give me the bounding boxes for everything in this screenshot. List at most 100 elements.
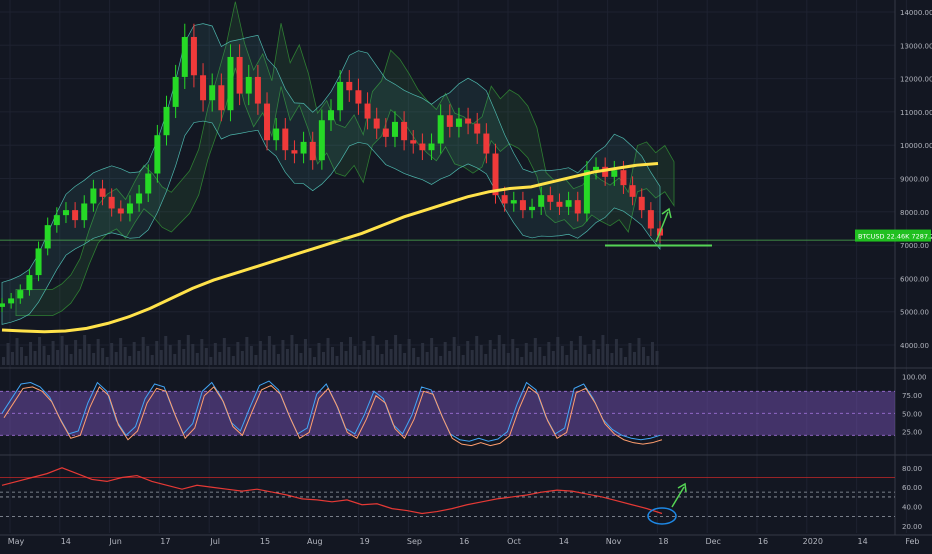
volume-bar xyxy=(407,339,411,365)
volume-bar xyxy=(646,356,650,365)
candle xyxy=(81,203,88,221)
candle xyxy=(510,200,517,204)
volume-bar xyxy=(587,354,591,365)
volume-bar xyxy=(191,344,195,365)
volume-bar xyxy=(200,339,204,365)
candle xyxy=(346,81,353,91)
volume-bar xyxy=(168,345,172,365)
candle xyxy=(529,206,536,211)
volume-bar xyxy=(312,357,316,365)
volume-bar xyxy=(574,350,578,365)
volume-bar xyxy=(294,344,298,365)
candle xyxy=(273,128,280,141)
x-tick-label: Feb xyxy=(905,537,919,546)
candle xyxy=(136,193,143,204)
candle xyxy=(145,173,152,194)
volume-bar xyxy=(560,346,564,365)
volume-bar xyxy=(601,335,605,365)
candle xyxy=(574,200,581,214)
candle xyxy=(0,303,5,307)
price-tick-label: 11000.00 xyxy=(900,109,932,117)
volume-bar xyxy=(177,340,181,365)
candle xyxy=(72,210,79,221)
candle xyxy=(62,210,69,216)
volume-bar xyxy=(204,348,208,365)
price-tick-label: 12000.00 xyxy=(900,76,932,84)
candle xyxy=(53,215,60,226)
candle xyxy=(492,153,499,196)
volume-bar xyxy=(150,355,154,365)
price-tick-label: 8000.00 xyxy=(900,209,929,217)
candle xyxy=(446,115,453,127)
volume-bar xyxy=(628,343,632,365)
volume-bar xyxy=(96,339,100,365)
x-tick-label: 15 xyxy=(260,537,270,546)
candle xyxy=(501,195,508,204)
x-tick-label: Jun xyxy=(108,537,122,546)
volume-bar xyxy=(394,335,398,365)
volume-bar xyxy=(389,349,393,365)
volume-bar xyxy=(583,345,587,365)
volume-bar xyxy=(83,335,87,365)
volume-bar xyxy=(20,347,24,365)
volume-bar xyxy=(362,341,366,365)
volume-bar xyxy=(164,336,168,365)
volume-bar xyxy=(641,347,645,365)
price-tick-label: 14000.00 xyxy=(900,9,932,17)
volume-bar xyxy=(326,338,330,365)
volume-bar xyxy=(258,341,262,365)
volume-bar xyxy=(493,349,497,365)
volume-bar xyxy=(65,345,69,365)
volume-bar xyxy=(47,355,51,365)
grid-lines xyxy=(0,0,932,536)
volume-bar xyxy=(74,340,78,365)
stochastic-pane xyxy=(0,380,895,447)
volume-bar xyxy=(2,357,5,365)
candle xyxy=(300,141,307,154)
x-tick-label: 19 xyxy=(360,537,370,546)
candle xyxy=(337,81,344,111)
volume-bar xyxy=(614,339,618,365)
volume-bar xyxy=(331,347,334,365)
arrow-head-icon xyxy=(661,207,672,219)
volume-bar xyxy=(623,357,627,365)
candle xyxy=(547,195,554,202)
stoch-d-line xyxy=(3,384,663,447)
x-tick-label: 16 xyxy=(758,537,768,546)
volume-bar xyxy=(69,354,73,365)
volume-bar xyxy=(123,347,127,365)
volume-bar xyxy=(398,344,402,365)
volume-bar xyxy=(461,355,465,365)
volume-bar xyxy=(263,350,267,365)
volume-bar xyxy=(231,356,235,365)
long-moving-average xyxy=(1,162,659,334)
rsi-tick-label: 40.00 xyxy=(902,504,922,512)
volume-bar xyxy=(78,349,82,365)
volume-bar xyxy=(38,337,42,365)
volume-bar xyxy=(443,342,447,365)
volume-bar xyxy=(56,350,60,365)
volume-bar xyxy=(515,348,519,365)
candle xyxy=(455,118,462,127)
volume-bar xyxy=(380,354,384,365)
volume-bar xyxy=(245,337,249,365)
volume-bar xyxy=(637,338,641,365)
volume-bar xyxy=(592,340,596,365)
rsi-arrow-head-icon xyxy=(677,482,687,493)
volume-bar xyxy=(110,343,114,365)
volume-bar xyxy=(137,351,141,365)
price-tag-label: BTCUSD 22.46K 7287.23 xyxy=(858,233,932,241)
volume-bar xyxy=(452,337,456,365)
volume-bar xyxy=(272,345,276,365)
volume-bar xyxy=(529,352,533,365)
highlight-circle xyxy=(647,507,677,525)
rsi-tick-label: 80.00 xyxy=(902,465,922,473)
volume-bar xyxy=(340,342,344,365)
candle xyxy=(35,248,42,276)
x-tick-label: Dec xyxy=(705,537,720,546)
candle xyxy=(364,103,371,119)
candle xyxy=(638,196,645,211)
volume-bar xyxy=(195,353,199,365)
volume-bar xyxy=(565,355,569,365)
